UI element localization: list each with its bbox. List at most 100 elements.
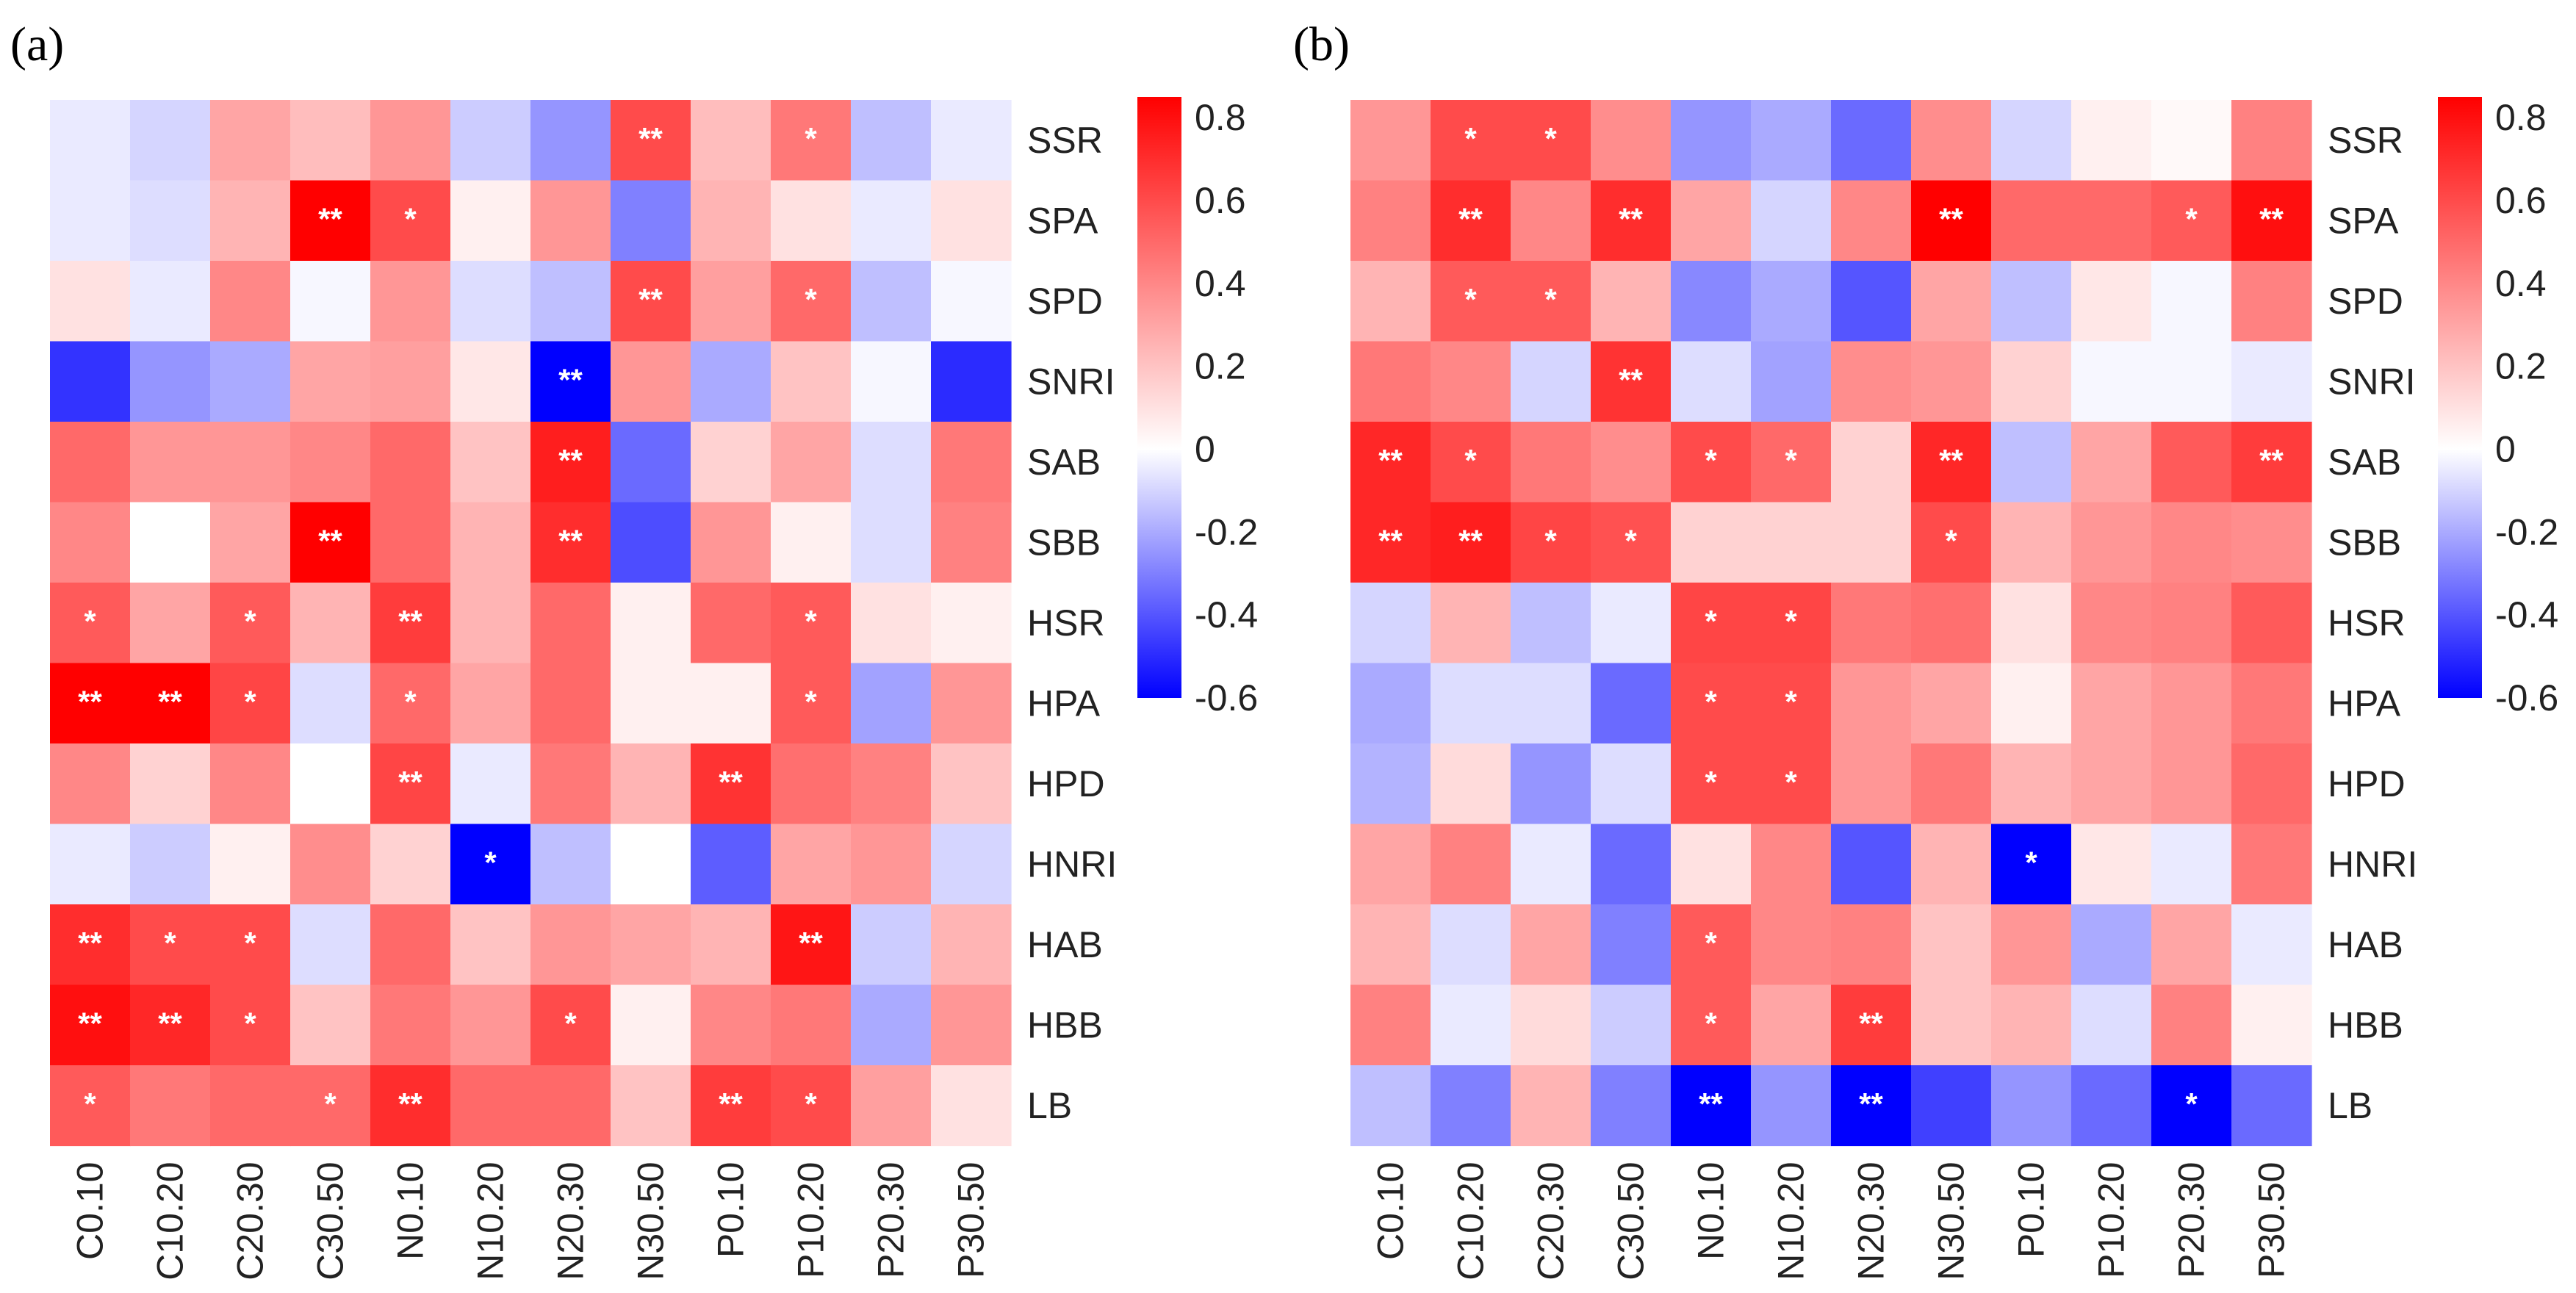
heatmap-cell-HSR-P0.10 xyxy=(691,583,771,664)
row-label-SBB: SBB xyxy=(2328,522,2401,563)
heatmap-cell-HPD-N20.30 xyxy=(530,743,611,825)
heatmap-cell-SBB-P30.50 xyxy=(2231,502,2312,583)
row-label-SPA: SPA xyxy=(2328,200,2399,241)
heatmap-cell-HSR-N10.20 xyxy=(1751,583,1832,664)
heatmap-cell-SAB-P20.30 xyxy=(2151,422,2232,503)
heatmap-cell-SAB-P10.20 xyxy=(771,422,852,503)
heatmap-cell-SBB-C10.20 xyxy=(130,502,211,583)
heatmap-cell-HBB-N30.50 xyxy=(1911,984,1992,1066)
heatmap-cell-HBB-C0.10 xyxy=(1350,984,1431,1066)
heatmap-cell-HBB-C20.30 xyxy=(210,984,291,1066)
column-label-N30.50: N30.50 xyxy=(630,1162,672,1281)
heatmap-cell-LB-P20.30 xyxy=(2151,1065,2232,1147)
heatmap-cell-HSR-N10.20 xyxy=(450,583,531,664)
heatmap-cell-SAB-N10.20 xyxy=(1751,422,1832,503)
column-label-C30.50: C30.50 xyxy=(310,1162,351,1281)
row-label-HPA: HPA xyxy=(1027,682,1101,724)
significance-marker: * xyxy=(1464,121,1477,156)
heatmap-cell-HBB-P20.30 xyxy=(2151,984,2232,1066)
heatmap-cell-HPD-C20.30 xyxy=(210,743,291,825)
heatmap-cell-HPD-N30.50 xyxy=(611,743,691,825)
heatmap-cell-SAB-C30.50 xyxy=(290,422,371,503)
heatmap-cell-SPD-N30.50 xyxy=(1911,261,1992,342)
significance-marker: * xyxy=(1625,523,1637,558)
heatmap-cell-LB-P20.30 xyxy=(851,1065,932,1147)
heatmap-cell-HPA-N30.50 xyxy=(1911,663,1992,744)
heatmap-cell-HPA-N10.20 xyxy=(1751,663,1832,744)
heatmap-cell-HNRI-P20.30 xyxy=(851,824,932,905)
heatmap-cell-SPD-P30.50 xyxy=(2231,261,2312,342)
colorbar-tick-label: -0.4 xyxy=(2495,594,2558,635)
heatmap-cell-SPA-C30.50 xyxy=(1591,180,1672,262)
heatmap-cell-HNRI-N10.20 xyxy=(1751,824,1832,905)
heatmap-cell-SSR-P10.20 xyxy=(771,100,852,181)
significance-marker: * xyxy=(1464,282,1477,317)
heatmap-panel-a: (a)** *** *** ******* *** * ** *** ** * * *** ***** *… xyxy=(10,18,1258,1281)
heatmap-cell-HAB-C0.10 xyxy=(1350,904,1431,986)
significance-marker: * xyxy=(2185,201,2198,236)
heatmap-cell-SSR-P30.50 xyxy=(2231,100,2312,181)
heatmap-cell-SPD-P0.10 xyxy=(1991,261,2072,342)
heatmap-cell-SAB-P30.50 xyxy=(2231,422,2312,503)
heatmap-cell-SPA-C20.30 xyxy=(210,180,291,262)
heatmap-cell-SPD-P0.10 xyxy=(691,261,771,342)
heatmap-cell-HSR-P30.50 xyxy=(2231,583,2312,664)
row-label-SPD: SPD xyxy=(1027,281,1103,322)
colorbar-tick-label: 0.4 xyxy=(1195,263,1246,304)
heatmap-cell-LB-P10.20 xyxy=(2071,1065,2152,1147)
heatmap-cell-HSR-P20.30 xyxy=(2151,583,2232,664)
heatmap-cell-SSR-N0.10 xyxy=(1671,100,1752,181)
heatmap-cell-HSR-C10.20 xyxy=(1431,583,1511,664)
heatmap-cell-HPD-P0.10 xyxy=(691,743,771,825)
row-label-SPA: SPA xyxy=(1027,200,1098,241)
row-label-HNRI: HNRI xyxy=(1027,843,1117,885)
heatmap-cell-SAB-N30.50 xyxy=(1911,422,1992,503)
row-label-HAB: HAB xyxy=(1027,924,1103,965)
heatmap-cell-HPD-C0.10 xyxy=(1350,743,1431,825)
heatmap-cell-HPD-P20.30 xyxy=(851,743,932,825)
heatmap-cell-LB-N10.20 xyxy=(450,1065,531,1147)
heatmap-cell-HNRI-C10.20 xyxy=(130,824,211,905)
heatmap-cell-SNRI-C0.10 xyxy=(50,341,131,422)
significance-marker: * xyxy=(564,1006,577,1040)
heatmap-cell-SNRI-N0.10 xyxy=(370,341,451,422)
heatmap-cell-SPD-P20.30 xyxy=(851,261,932,342)
heatmap-cell-SSR-P20.30 xyxy=(2151,100,2232,181)
heatmap-cell-HSR-P10.20 xyxy=(771,583,852,664)
row-label-SSR: SSR xyxy=(2328,120,2403,161)
heatmap-cell-HPA-C20.30 xyxy=(210,663,291,744)
heatmap-cell-HAB-C30.50 xyxy=(1591,904,1672,986)
heatmap-cell-LB-N0.10 xyxy=(370,1065,451,1147)
column-label-N30.50: N30.50 xyxy=(1931,1162,1972,1281)
heatmap-cell-SBB-N10.20 xyxy=(1751,502,1832,583)
significance-marker: ** xyxy=(1458,523,1483,558)
significance-marker: ** xyxy=(1378,523,1403,558)
row-label-HAB: HAB xyxy=(2328,924,2403,965)
heatmap-cell-SPA-N10.20 xyxy=(1751,180,1832,262)
heatmap-cell-SBB-N0.10 xyxy=(1671,502,1752,583)
heatmap-cell-HPA-N20.30 xyxy=(1831,663,1912,744)
heatmap-cell-SSR-N30.50 xyxy=(1911,100,1992,181)
heatmap-cell-HPD-C10.20 xyxy=(1431,743,1511,825)
heatmap-cell-HPA-P10.20 xyxy=(2071,663,2152,744)
heatmap-cell-HPA-N0.10 xyxy=(370,663,451,744)
heatmap-cell-SPD-P10.20 xyxy=(2071,261,2152,342)
heatmap-cell-SBB-N10.20 xyxy=(450,502,531,583)
heatmap-cell-SNRI-C0.10 xyxy=(1350,341,1431,422)
row-label-SSR: SSR xyxy=(1027,120,1103,161)
column-label-N20.30: N20.30 xyxy=(550,1162,591,1281)
heatmap-cell-HPA-P20.30 xyxy=(2151,663,2232,744)
significance-marker: * xyxy=(805,121,817,156)
heatmap-cell-SPA-P20.30 xyxy=(2151,180,2232,262)
heatmap-cell-HSR-N20.30 xyxy=(1831,583,1912,664)
row-label-SNRI: SNRI xyxy=(2328,361,2415,402)
heatmap-cell-HBB-N20.30 xyxy=(1831,984,1912,1066)
heatmap-cell-SSR-N0.10 xyxy=(370,100,451,181)
significance-marker: * xyxy=(1705,604,1717,638)
significance-marker: * xyxy=(1544,523,1557,558)
heatmap-cell-HBB-C0.10 xyxy=(50,984,131,1066)
row-label-SAB: SAB xyxy=(1027,442,1101,483)
row-label-LB: LB xyxy=(2328,1085,2372,1126)
heatmap-cell-HAB-P20.30 xyxy=(2151,904,2232,986)
significance-marker: ** xyxy=(1939,201,1963,236)
